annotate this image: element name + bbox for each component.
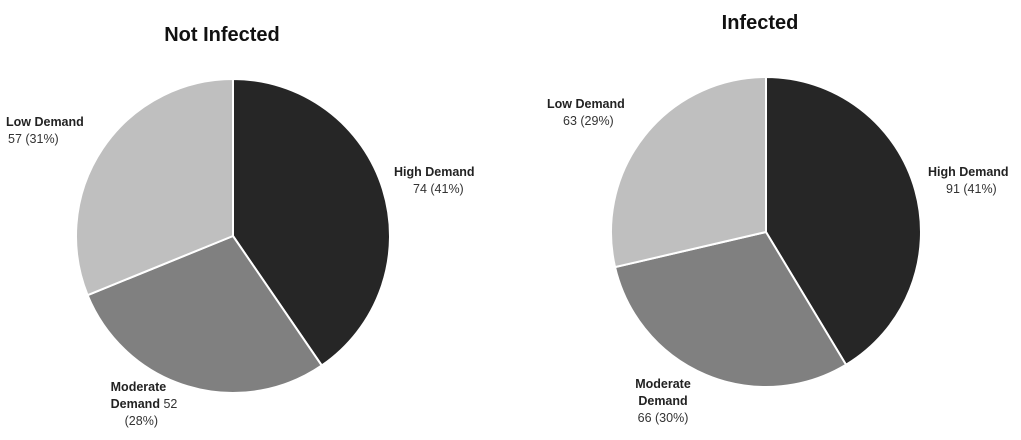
chart-title: Not Infected — [164, 24, 280, 46]
slice-name: Low Demand — [547, 97, 625, 111]
label-low-demand: Low Demand 63 (29%) — [547, 96, 625, 130]
slice-name-line1: Moderate — [110, 380, 167, 394]
label-high-demand: High Demand 74 (41%) — [394, 164, 475, 198]
slice-name-line2: Demand — [110, 397, 160, 411]
slice-value: 74 (41%) — [413, 182, 464, 196]
slice-name: High Demand — [394, 165, 475, 179]
pie-slice-high-demand — [765, 75, 922, 367]
slice-name: Low Demand — [6, 115, 84, 129]
slice-name-line1: Moderate — [635, 377, 691, 391]
label-moderate-demand: Moderate Demand 66 (30%) — [635, 376, 691, 427]
slice-percent: (28%) — [124, 414, 158, 428]
label-moderate-demand: Moderate Demand 52 (28%) — [111, 379, 178, 430]
slice-value: 63 (29%) — [563, 114, 614, 128]
pie-slice-high-demand — [232, 77, 391, 367]
slice-value: 52 — [163, 397, 178, 411]
label-low-demand: Low Demand 57 (31%) — [6, 114, 84, 148]
slice-value: 66 (30%) — [637, 411, 689, 425]
pie-slice-moderate-demand — [613, 230, 848, 388]
slice-name-line2: Demand — [638, 394, 688, 408]
slice-value: 91 (41%) — [946, 182, 997, 196]
pie-slice-low-demand — [610, 75, 767, 269]
slice-value: 57 (31%) — [8, 132, 59, 146]
slice-name: High Demand — [928, 165, 1009, 179]
label-high-demand: High Demand 91 (41%) — [928, 164, 1009, 198]
chart-title: Infected — [721, 12, 799, 34]
pie-slice-moderate-demand — [86, 234, 324, 394]
pie-slice-low-demand — [75, 77, 234, 297]
